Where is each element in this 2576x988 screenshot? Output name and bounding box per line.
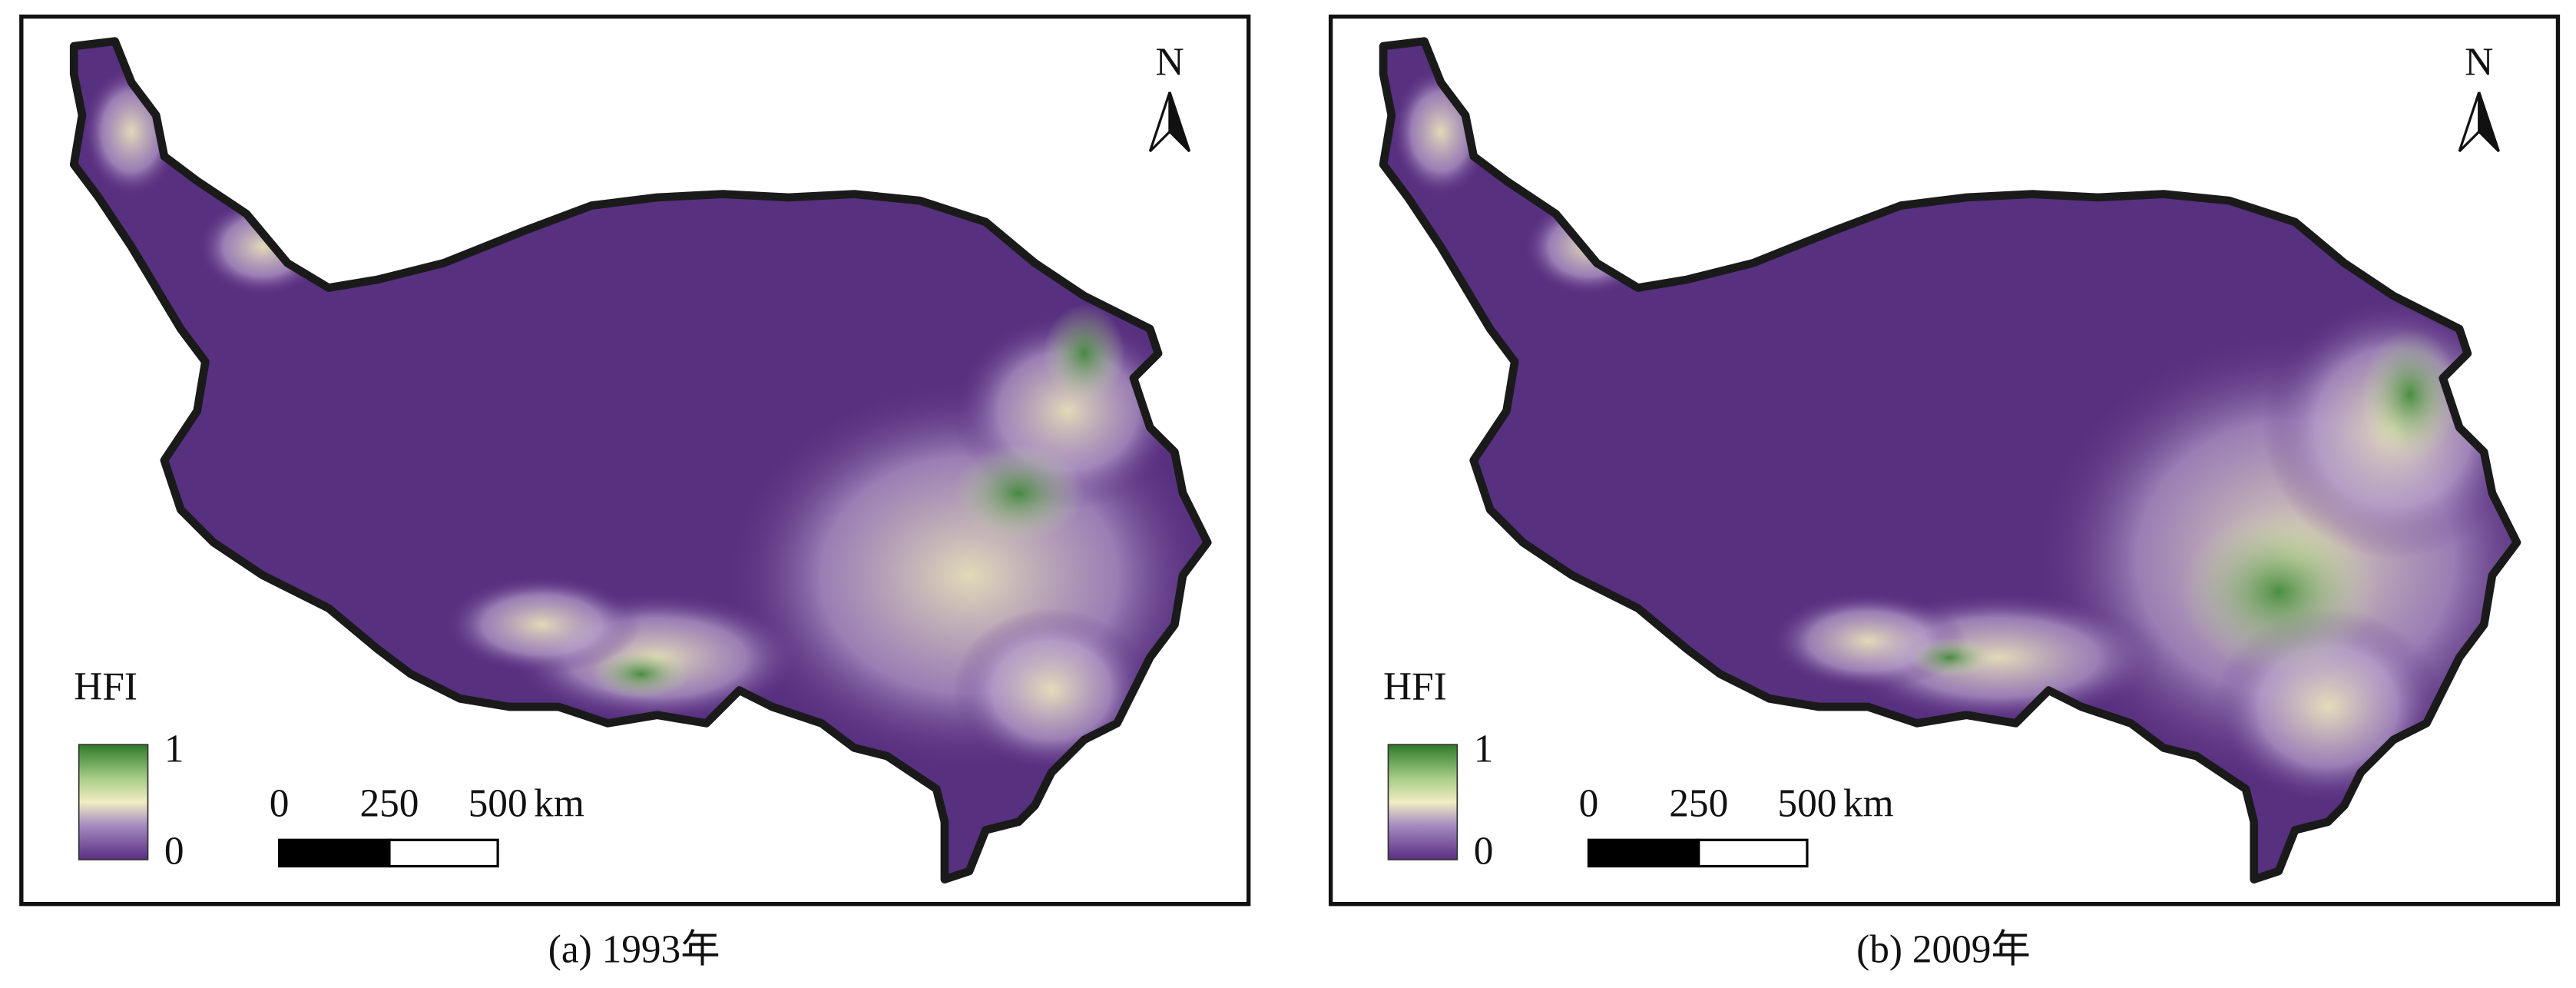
caption: (a) 1993年 bbox=[548, 928, 720, 972]
scale-unit: km bbox=[534, 781, 584, 825]
hfi-high bbox=[2180, 509, 2378, 675]
hfi-high bbox=[1909, 638, 1992, 678]
legend-max: 1 bbox=[1474, 728, 1494, 771]
legend-min: 0 bbox=[164, 829, 184, 873]
panel: N HFI 1 0 0 250 500 km (a) 1993年 bbox=[19, 14, 1251, 972]
north-arrow bbox=[2478, 91, 2500, 153]
legend-ramp bbox=[1387, 744, 1459, 860]
north-arrow bbox=[1168, 91, 1191, 153]
scale-label: 500 bbox=[469, 781, 528, 825]
caption: (b) 2009年 bbox=[1856, 928, 2031, 972]
hfi-high bbox=[952, 443, 1084, 543]
hfi-high bbox=[2360, 329, 2460, 461]
scale-label: 0 bbox=[270, 781, 290, 825]
north-label: N bbox=[2465, 41, 2493, 85]
scale-unit: km bbox=[1843, 781, 1894, 825]
legend-ramp bbox=[78, 744, 149, 860]
scale-label: 0 bbox=[1579, 781, 1599, 825]
hfi-high bbox=[591, 649, 690, 699]
scale-black bbox=[278, 838, 391, 868]
north-label: N bbox=[1155, 41, 1184, 85]
scale-black bbox=[1587, 838, 1700, 868]
scale-white bbox=[388, 838, 499, 868]
scale-label: 250 bbox=[1669, 781, 1728, 825]
legend-max: 1 bbox=[164, 728, 184, 771]
scale-white bbox=[1697, 838, 1809, 868]
scale-label: 500 bbox=[1777, 781, 1836, 825]
hfi-high bbox=[1043, 303, 1126, 403]
legend-min: 0 bbox=[1474, 829, 1494, 873]
panel: N HFI 1 0 0 250 500 km (b) 2009年 bbox=[1328, 14, 2561, 972]
scale-label: 250 bbox=[359, 781, 419, 825]
legend-title: HFI bbox=[74, 665, 137, 708]
hfi-patch bbox=[443, 575, 641, 675]
legend-title: HFI bbox=[1383, 665, 1447, 708]
